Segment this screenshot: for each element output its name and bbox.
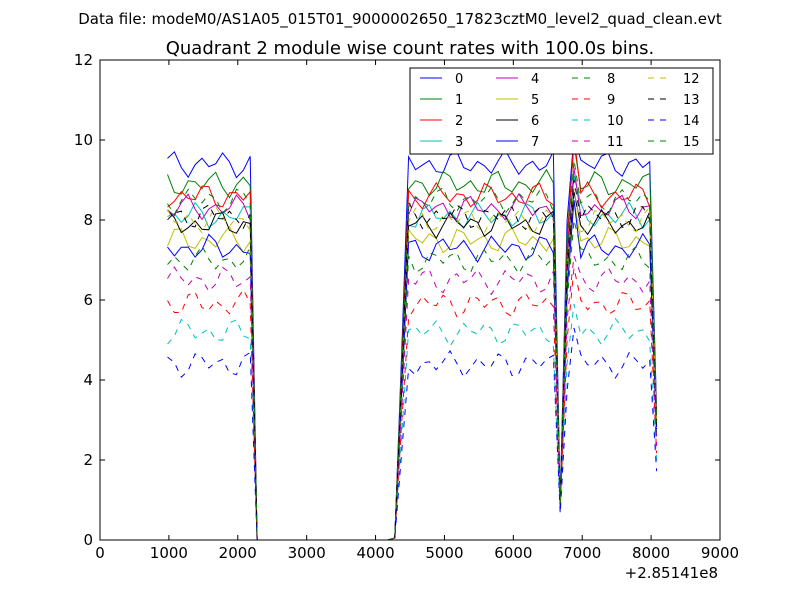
series-line-8 bbox=[167, 219, 658, 541]
figure-suptitle: Data file: modeM0/AS1A05_015T01_90000026… bbox=[78, 10, 722, 29]
ticks-layer: 0 1000 2000 3000 4000 5000 6000 7000 8000 9000 0 2 4… bbox=[74, 51, 739, 562]
legend-label-14: 14 bbox=[683, 114, 700, 129]
legend-label-5: 5 bbox=[531, 93, 539, 108]
legend-label-7: 7 bbox=[531, 135, 539, 150]
x-tick-label: 3000 bbox=[288, 544, 326, 562]
x-tick-label: 6000 bbox=[494, 544, 532, 562]
chart-title: Quadrant 2 module wise count rates with … bbox=[166, 38, 655, 59]
x-tick-label: 4000 bbox=[356, 544, 394, 562]
series-line-13 bbox=[167, 179, 658, 541]
x-tick-label: 1000 bbox=[150, 544, 188, 562]
series-layer bbox=[167, 135, 658, 541]
y-tick-label: 10 bbox=[74, 131, 93, 149]
x-offset-label: +2.85141e8 bbox=[625, 564, 718, 582]
legend-label-8: 8 bbox=[607, 72, 615, 87]
plot-area: 0 1000 2000 3000 4000 5000 6000 7000 8000 9000 0 2 4… bbox=[74, 51, 739, 562]
legend-label-2: 2 bbox=[455, 114, 463, 129]
legend-label-12: 12 bbox=[683, 72, 700, 87]
legend-label-10: 10 bbox=[607, 114, 624, 129]
x-tick-label: 5000 bbox=[425, 544, 463, 562]
series-line-14 bbox=[167, 327, 658, 541]
x-tick-label: 9000 bbox=[701, 544, 739, 562]
y-tick-label: 6 bbox=[83, 291, 93, 309]
series-line-15 bbox=[167, 159, 658, 541]
series-line-9 bbox=[167, 267, 658, 541]
legend-box bbox=[409, 67, 714, 155]
series-line-11 bbox=[167, 255, 658, 541]
legend-label-4: 4 bbox=[531, 72, 539, 87]
legend-label-1: 1 bbox=[455, 93, 463, 108]
legend-label-15: 15 bbox=[683, 135, 700, 150]
series-line-3 bbox=[167, 175, 658, 541]
legend-label-11: 11 bbox=[607, 135, 624, 150]
x-tick-label: 2000 bbox=[219, 544, 257, 562]
y-tick-label: 4 bbox=[83, 371, 93, 389]
legend-label-9: 9 bbox=[607, 93, 615, 108]
series-line-7 bbox=[167, 199, 658, 541]
y-tick-label: 0 bbox=[83, 531, 93, 549]
y-tick-label: 12 bbox=[74, 51, 93, 69]
legend-label-6: 6 bbox=[531, 114, 539, 129]
legend-label-13: 13 bbox=[683, 93, 700, 108]
legend-label-3: 3 bbox=[455, 135, 463, 150]
x-tick-label: 0 bbox=[95, 544, 105, 562]
y-tick-label: 2 bbox=[83, 451, 93, 469]
legend-label-0: 0 bbox=[455, 72, 463, 87]
x-tick-label: 7000 bbox=[563, 544, 601, 562]
y-tick-label: 8 bbox=[83, 211, 93, 229]
series-line-12 bbox=[167, 187, 658, 541]
x-tick-label: 8000 bbox=[632, 544, 670, 562]
